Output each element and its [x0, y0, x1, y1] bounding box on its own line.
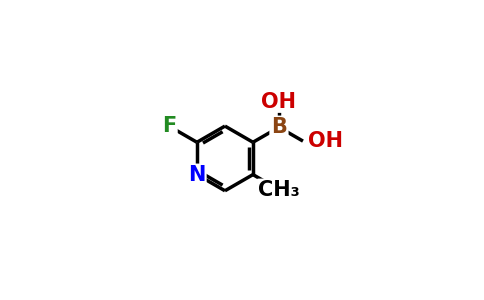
Text: OH: OH	[261, 92, 297, 112]
Text: OH: OH	[308, 131, 343, 151]
Text: N: N	[188, 165, 206, 184]
Text: B: B	[271, 117, 287, 137]
Text: CH₃: CH₃	[258, 180, 300, 200]
Text: F: F	[162, 116, 176, 136]
